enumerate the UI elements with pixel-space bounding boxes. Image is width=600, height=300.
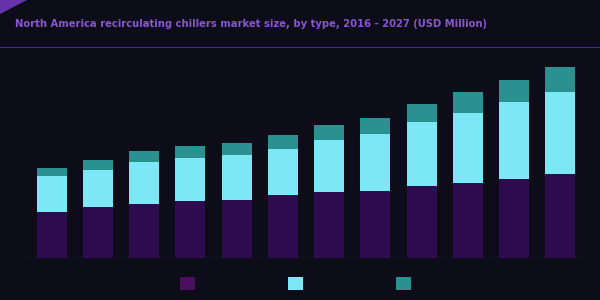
Bar: [180, 277, 195, 290]
Bar: [37, 168, 67, 176]
Bar: [545, 67, 575, 92]
Bar: [545, 92, 575, 174]
Bar: [314, 192, 344, 258]
Bar: [499, 102, 529, 178]
Polygon shape: [0, 0, 27, 14]
Bar: [268, 148, 298, 195]
Bar: [83, 160, 113, 170]
Bar: [175, 146, 205, 158]
Bar: [268, 135, 298, 148]
Bar: [396, 277, 411, 290]
Bar: [545, 174, 575, 258]
Text: North America recirculating chillers market size, by type, 2016 - 2027 (USD Mill: North America recirculating chillers mar…: [15, 19, 487, 29]
Bar: [129, 151, 159, 162]
Bar: [83, 169, 113, 207]
Bar: [314, 140, 344, 192]
Bar: [221, 200, 251, 258]
Bar: [499, 80, 529, 102]
Bar: [499, 178, 529, 258]
Bar: [37, 212, 67, 258]
Bar: [361, 134, 391, 190]
Bar: [83, 207, 113, 258]
Bar: [453, 112, 483, 183]
Bar: [361, 190, 391, 258]
Bar: [361, 118, 391, 134]
Bar: [175, 201, 205, 258]
Bar: [407, 122, 437, 186]
Bar: [288, 277, 303, 290]
Bar: [221, 142, 251, 154]
Bar: [407, 186, 437, 258]
Bar: [268, 195, 298, 258]
Bar: [453, 92, 483, 112]
Bar: [129, 162, 159, 204]
Bar: [221, 154, 251, 200]
Bar: [407, 103, 437, 122]
Bar: [453, 183, 483, 258]
Bar: [37, 176, 67, 212]
Bar: [129, 204, 159, 258]
Bar: [175, 158, 205, 201]
Bar: [314, 125, 344, 140]
